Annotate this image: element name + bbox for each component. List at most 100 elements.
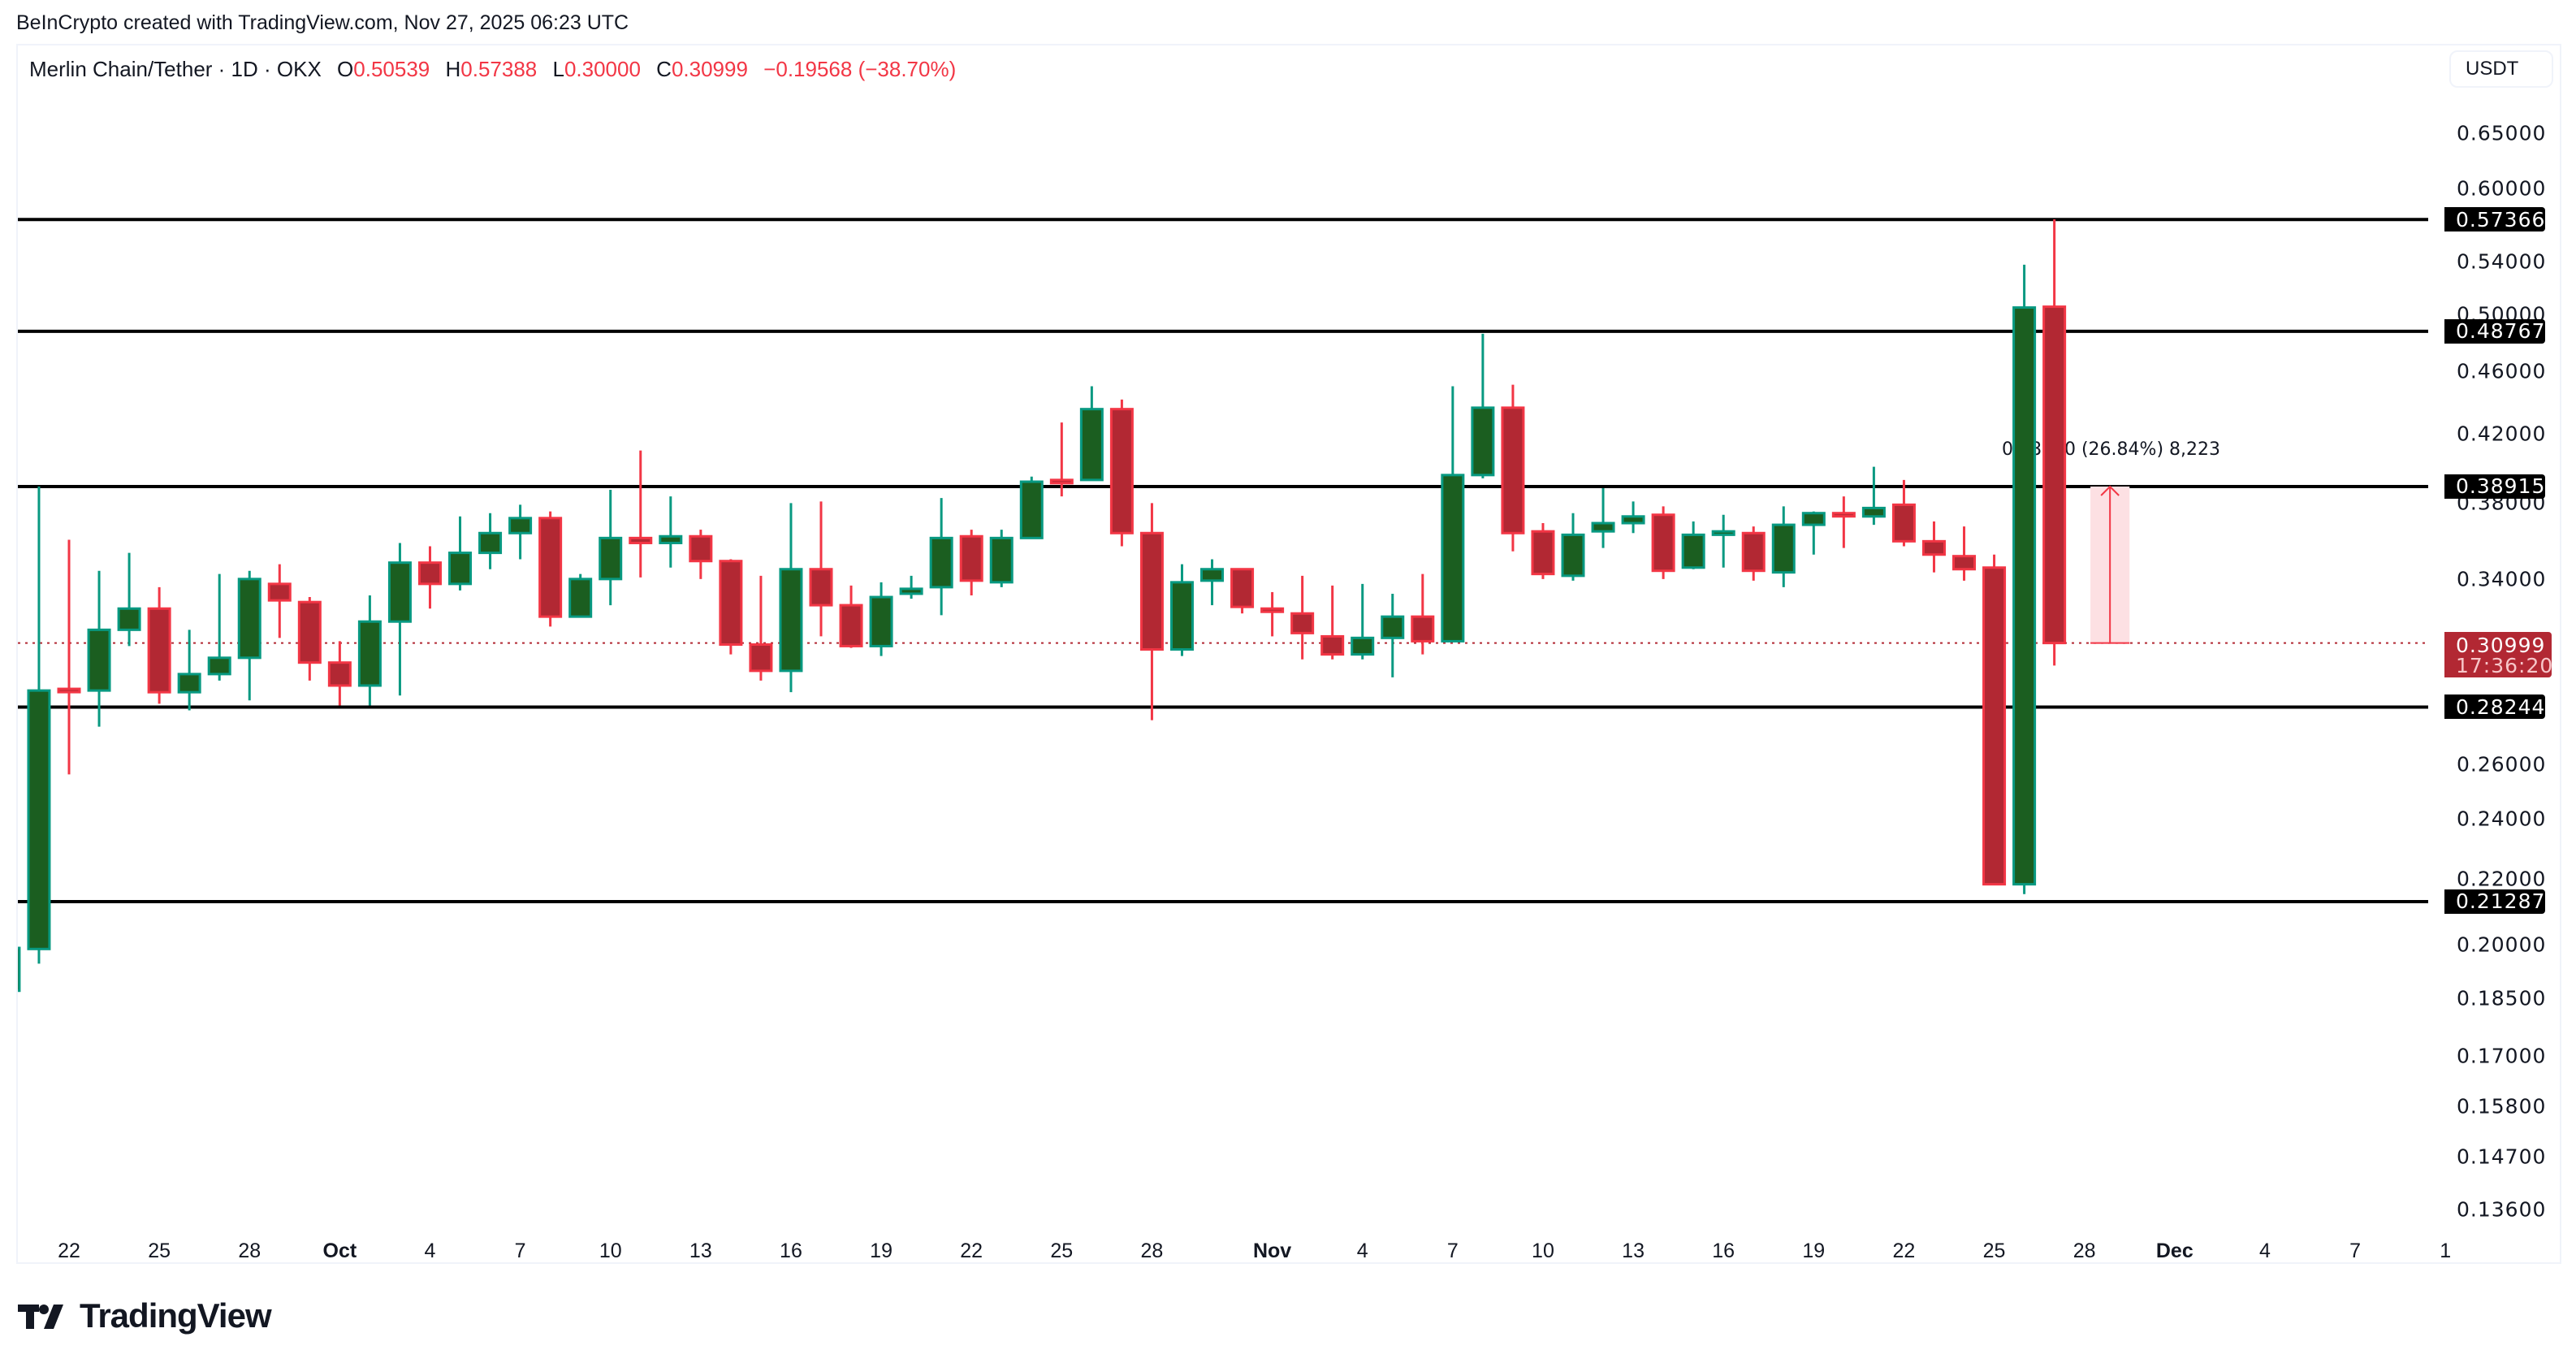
candle-up[interactable] <box>1019 480 1044 539</box>
candle-up[interactable] <box>2012 306 2037 886</box>
candle-up[interactable] <box>177 673 201 694</box>
candle-up[interactable] <box>568 578 593 618</box>
time-tick-label: 16 <box>1712 1240 1735 1262</box>
candle-down[interactable] <box>1831 512 1856 518</box>
measure-arrow-head-icon <box>2100 485 2120 496</box>
open-value: 0.50539 <box>353 57 430 81</box>
candle-up[interactable] <box>929 536 953 589</box>
candle-down[interactable] <box>1891 503 1916 543</box>
candle-up[interactable] <box>1169 581 1194 651</box>
candle-down[interactable] <box>629 536 653 544</box>
candle-down[interactable] <box>1921 539 1946 556</box>
candle-up[interactable] <box>0 946 21 993</box>
candle-down[interactable] <box>1741 531 1766 573</box>
time-tick-label: 4 <box>2258 1240 2271 1262</box>
time-tick-label: Dec <box>2155 1240 2193 1262</box>
symbol-title[interactable]: Merlin Chain/Tether · 1D · OKX <box>29 57 322 81</box>
candle-up[interactable] <box>869 595 893 647</box>
candle-down[interactable] <box>297 600 322 664</box>
candle-down[interactable] <box>719 560 743 646</box>
candle-down[interactable] <box>1531 530 1555 576</box>
candle-down[interactable] <box>1320 634 1345 656</box>
candle-up[interactable] <box>1681 533 1705 569</box>
candle-up[interactable] <box>989 536 1014 584</box>
candle-down[interactable] <box>1290 612 1315 634</box>
time-tick-label: 10 <box>1532 1240 1554 1262</box>
candle-up[interactable] <box>357 620 382 687</box>
time-tick-label: 7 <box>1446 1240 1459 1262</box>
candle-down[interactable] <box>1952 555 1977 571</box>
candle-up[interactable] <box>117 607 141 631</box>
candle-down[interactable] <box>1411 615 1435 643</box>
price-tick-label: 0.46000 <box>2457 359 2547 383</box>
level-price-label: 0.21287 <box>2444 889 2545 914</box>
time-tick-label: 22 <box>58 1240 80 1262</box>
candle-down[interactable] <box>1260 607 1285 613</box>
candle-up[interactable] <box>508 517 533 534</box>
candle-up[interactable] <box>387 561 412 623</box>
candle-up[interactable] <box>207 656 231 676</box>
candle-up[interactable] <box>478 531 503 555</box>
candle-up[interactable] <box>1711 530 1735 536</box>
candle-down[interactable] <box>417 561 442 586</box>
candle-up[interactable] <box>1591 521 1615 533</box>
price-tick-label: 0.15800 <box>2457 1094 2547 1119</box>
candle-down[interactable] <box>1049 478 1074 485</box>
candle-down[interactable] <box>1230 568 1255 608</box>
candle-down[interactable] <box>689 534 713 563</box>
price-tick-label: 0.60000 <box>2457 176 2547 201</box>
price-tick-label: 0.54000 <box>2457 249 2547 273</box>
time-tick-label: 19 <box>870 1240 893 1262</box>
time-tick-label: 25 <box>148 1240 171 1262</box>
candle-up[interactable] <box>1801 512 1826 526</box>
time-tick-label: 1 <box>2440 1240 2452 1262</box>
candle-up[interactable] <box>448 552 473 586</box>
candle-up[interactable] <box>1621 515 1645 525</box>
candle-down[interactable] <box>1139 531 1164 651</box>
chart-credit: BeInCrypto created with TradingView.com,… <box>16 11 629 34</box>
candle-down[interactable] <box>839 604 863 647</box>
candle-up[interactable] <box>599 536 623 581</box>
candle-down[interactable] <box>2042 305 2067 645</box>
candle-down[interactable] <box>147 607 171 694</box>
price-tick-label: 0.13600 <box>2457 1197 2547 1222</box>
candle-up[interactable] <box>237 578 261 660</box>
price-tick-label: 0.26000 <box>2457 752 2547 777</box>
candle-up[interactable] <box>1079 408 1104 482</box>
candle-up[interactable] <box>1771 523 1796 574</box>
candle-down[interactable] <box>1982 566 2007 886</box>
candle-up[interactable] <box>779 568 803 673</box>
open-label: O <box>337 57 354 81</box>
candle-up[interactable] <box>899 587 923 595</box>
high-label: H <box>445 57 461 81</box>
candle-down[interactable] <box>749 643 773 673</box>
candle-down[interactable] <box>1651 513 1675 573</box>
candle-down[interactable] <box>959 534 983 582</box>
candle-up[interactable] <box>27 689 51 950</box>
candle-up[interactable] <box>659 534 683 544</box>
candle-up[interactable] <box>1381 615 1405 639</box>
candle-down[interactable] <box>809 568 833 607</box>
candle-down[interactable] <box>57 687 81 694</box>
time-tick-label: 25 <box>1050 1240 1074 1262</box>
candle-up[interactable] <box>1561 533 1585 578</box>
candle-down[interactable] <box>267 582 292 602</box>
currency-button[interactable]: USDT <box>2449 50 2553 88</box>
tradingview-logo-icon <box>18 1305 63 1329</box>
candle-down[interactable] <box>1109 408 1134 534</box>
candle-down[interactable] <box>1501 406 1525 534</box>
candle-up[interactable] <box>1441 474 1465 643</box>
level-price-label: 0.57366 <box>2444 207 2545 232</box>
close-label: C <box>656 57 672 81</box>
candle-up[interactable] <box>1861 506 1886 518</box>
candle-up[interactable] <box>87 628 111 692</box>
candle-up[interactable] <box>1200 568 1225 582</box>
candle-down[interactable] <box>327 661 352 687</box>
candle-up[interactable] <box>1471 406 1495 477</box>
low-label: L <box>552 57 564 81</box>
time-tick-label: 22 <box>960 1240 983 1262</box>
candle-up[interactable] <box>1351 636 1375 656</box>
candle-down[interactable] <box>538 517 563 618</box>
time-tick-label: 7 <box>2349 1240 2361 1262</box>
